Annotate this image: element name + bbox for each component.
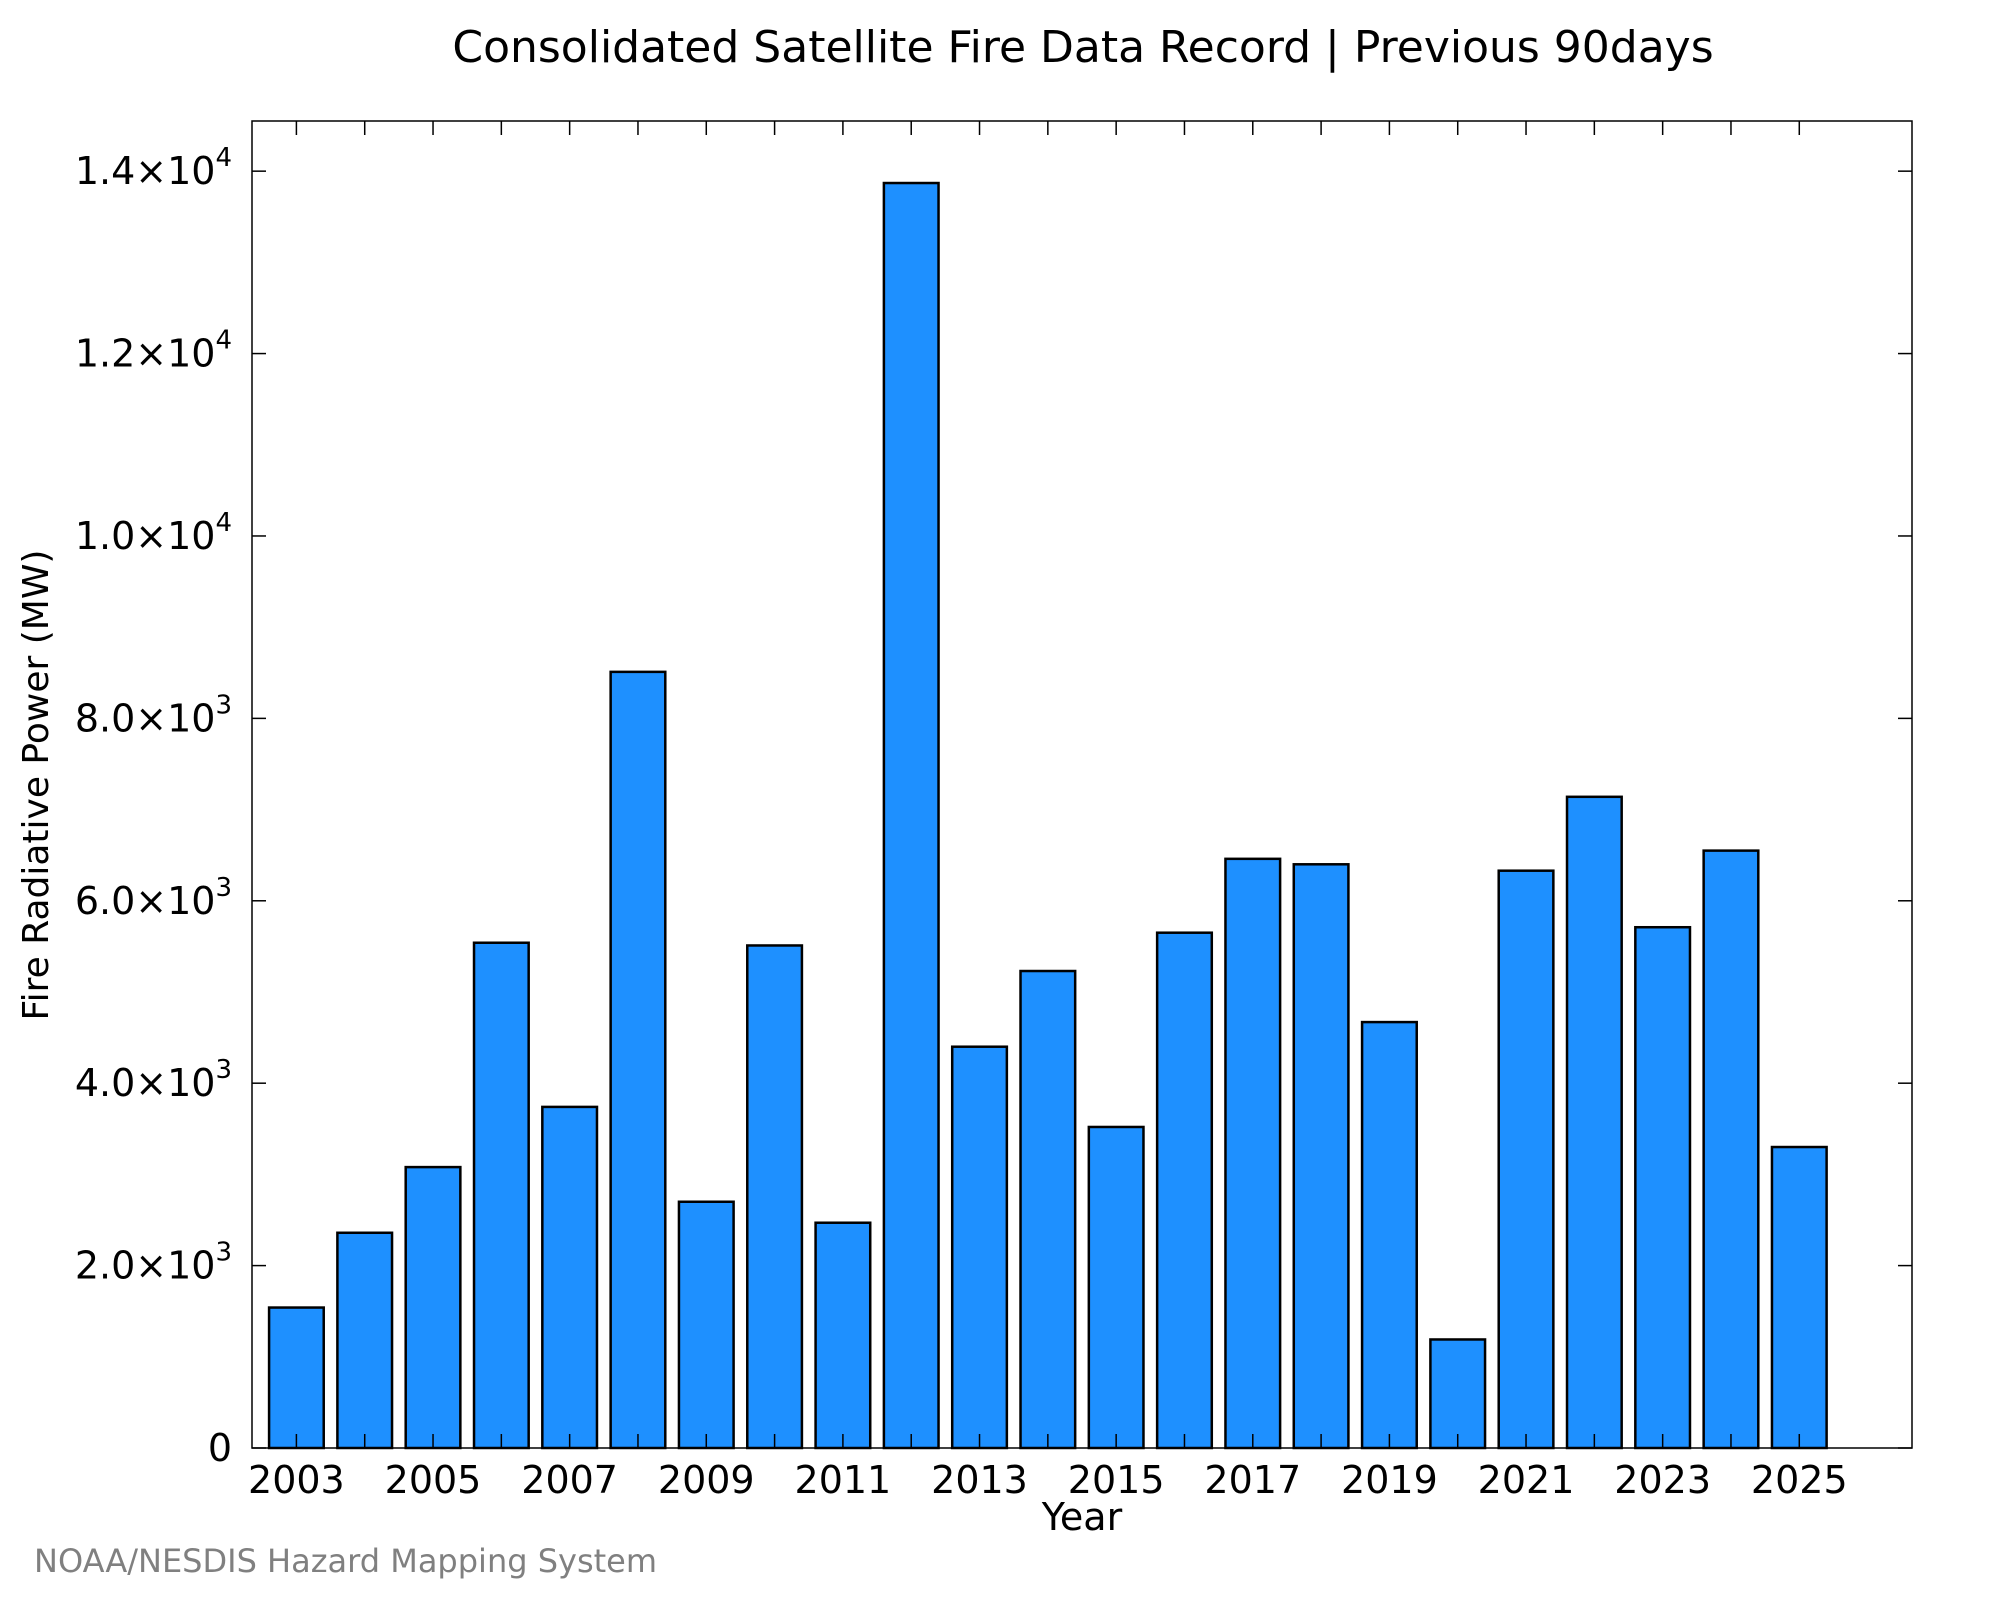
x-tick-label: 2009 — [658, 1458, 755, 1502]
y-tick-label: 1.0×104 — [75, 508, 232, 558]
y-tick-label: 1.2×104 — [75, 326, 232, 376]
y-axis-ticks: 0 2.0×103 4.0×103 6.0×103 8.0×103 1.0×104 1.2×… — [75, 143, 1912, 1470]
bar-2019 — [1360, 1020, 1418, 1450]
bar-2017 — [1224, 857, 1282, 1450]
bar-2014 — [1019, 969, 1077, 1450]
bar-2005 — [404, 1165, 462, 1450]
bar-2018 — [1292, 863, 1350, 1450]
x-tick-label: 2025 — [1751, 1458, 1848, 1502]
y-tick-label: 6.0×103 — [75, 873, 232, 923]
bar-2010 — [746, 944, 804, 1450]
y-tick-label: 8.0×103 — [75, 690, 232, 740]
bar-2006 — [472, 941, 530, 1450]
x-tick-label: 2021 — [1478, 1458, 1575, 1502]
y-tick-label: 4.0×103 — [75, 1055, 232, 1105]
bars-group — [267, 181, 1828, 1450]
x-tick-label: 2017 — [1204, 1458, 1301, 1502]
bar-2022 — [1565, 795, 1623, 1450]
y-tick-label: 2.0×103 — [75, 1238, 232, 1288]
y-axis-label: Fire Radiative Power (MW) — [16, 550, 57, 1021]
credit-text: NOAA/NESDIS Hazard Mapping System — [34, 1542, 657, 1580]
bar-2012 — [882, 181, 940, 1450]
bar-2020 — [1429, 1338, 1487, 1450]
plot-frame — [251, 120, 1913, 1449]
bar-2007 — [541, 1105, 599, 1450]
bar-2021 — [1497, 869, 1555, 1450]
x-tick-label: 2005 — [385, 1458, 482, 1502]
bar-2023 — [1634, 925, 1692, 1450]
x-tick-label: 2023 — [1614, 1458, 1711, 1502]
y-tick-label: 0 — [208, 1426, 232, 1470]
bar-2011 — [814, 1221, 872, 1450]
bar-2016 — [1155, 931, 1214, 1450]
x-tick-label: 2019 — [1341, 1458, 1438, 1502]
bar-2015 — [1087, 1125, 1145, 1450]
bar-2025 — [1770, 1145, 1828, 1450]
x-tick-label: 2007 — [521, 1458, 618, 1502]
y-tick-label: 1.4×104 — [75, 143, 232, 193]
x-tick-label: 2013 — [931, 1458, 1028, 1502]
bar-2024 — [1702, 849, 1760, 1450]
bar-2008 — [609, 670, 667, 1450]
x-tick-label: 2015 — [1068, 1458, 1165, 1502]
x-axis-ticks: 2003 2005 2007 2009 2011 2013 2015 2017 2019 2021… — [248, 121, 1848, 1502]
bar-2003 — [267, 1306, 325, 1450]
x-tick-label: 2003 — [248, 1458, 345, 1502]
x-tick-label: 2011 — [795, 1458, 892, 1502]
x-axis-label: Year — [1041, 1495, 1123, 1539]
bar-2004 — [336, 1231, 394, 1450]
bar-2009 — [677, 1200, 735, 1450]
chart-title: Consolidated Satellite Fire Data Record … — [452, 22, 1713, 73]
bar-2013 — [950, 1045, 1009, 1450]
